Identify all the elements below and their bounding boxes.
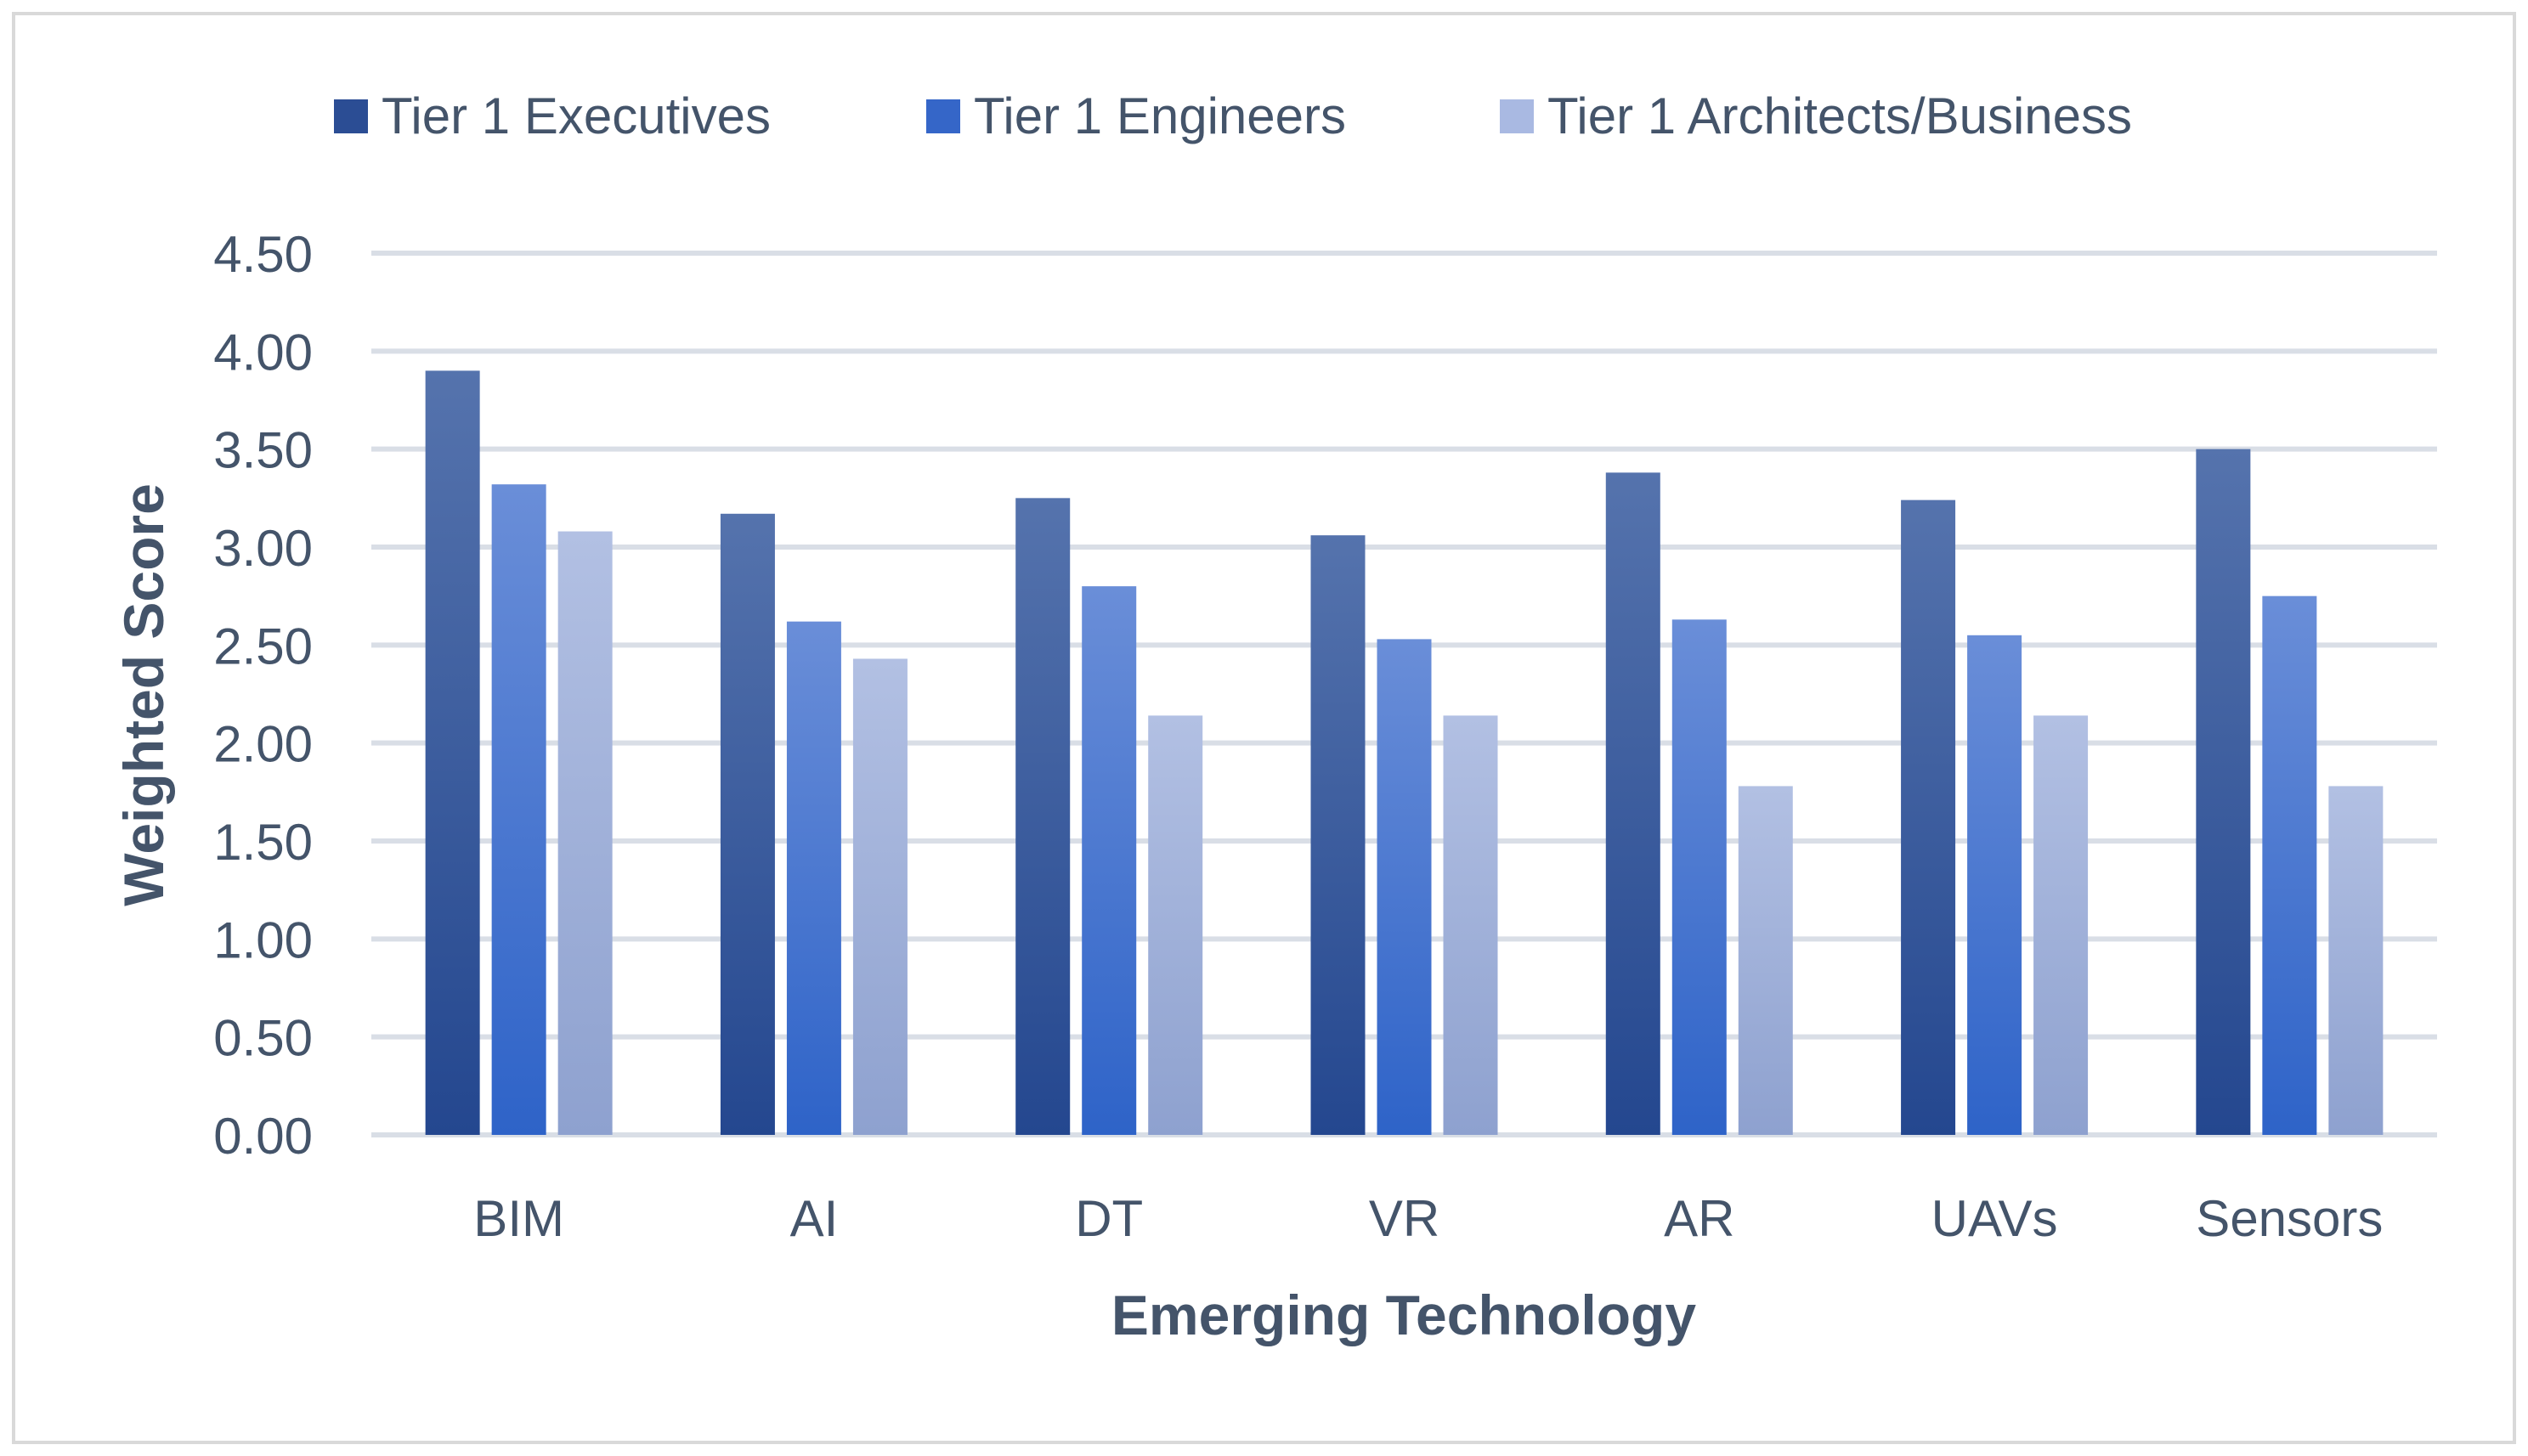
bar-bim-series-2 [491,484,546,1135]
y-tick-label: 4.50 [213,226,313,283]
legend-swatch [334,99,368,133]
y-tick-label: 1.50 [213,814,313,871]
bar-uavs-series-1 [1901,499,1956,1135]
x-tick-label: Sensors [2196,1190,2383,1247]
bar-ar-series-2 [1671,619,1727,1135]
y-tick-label: 3.00 [213,520,313,577]
y-axis-label: Weighted Score [112,483,175,906]
bar-ar-series-1 [1605,472,1660,1135]
bar-ai-series-3 [852,658,908,1135]
legend-label: Tier 1 Executives [382,87,771,144]
bar-sensors-series-1 [2196,449,2251,1135]
y-tick-label: 0.00 [213,1108,313,1165]
bar-vr-series-2 [1377,639,1432,1135]
bar-dt-series-1 [1015,498,1071,1135]
y-tick-label: 2.50 [213,618,313,674]
bar-ai-series-1 [720,513,775,1135]
y-tick-label: 1.00 [213,911,313,968]
legend: Tier 1 Executives Tier 1 Engineers Tier 1 … [334,87,2132,144]
bar-uavs-series-2 [1967,635,2022,1135]
legend-label: Tier 1 Engineers [974,87,1346,144]
bar-sensors-series-3 [2328,786,2384,1135]
y-axis-ticks: 0.00 0.50 1.00 1.50 2.00 2.50 3.00 3.50 4.00 4.50 [213,226,313,1165]
x-tick-label: AI [790,1190,839,1247]
bar-vr-series-1 [1310,535,1366,1135]
bar-bim-series-1 [425,370,480,1135]
bar-uavs-series-3 [2033,715,2089,1135]
bar-dt-series-3 [1148,715,1203,1135]
x-axis-label: Emerging Technology [1111,1284,1696,1346]
x-tick-label: UAVs [1931,1190,2058,1247]
bar-ai-series-2 [786,621,841,1135]
legend-swatch [926,99,960,133]
legend-label: Tier 1 Architects/Business [1547,87,2132,144]
y-tick-label: 2.00 [213,716,313,773]
bars [425,370,2384,1135]
y-tick-label: 3.50 [213,422,313,479]
bar-sensors-series-2 [2262,595,2317,1135]
x-tick-label: VR [1369,1190,1439,1247]
x-tick-label: DT [1075,1190,1143,1247]
bar-dt-series-2 [1082,586,1137,1135]
y-tick-label: 4.00 [213,324,313,381]
bar-bim-series-3 [557,531,613,1135]
y-tick-label: 0.50 [213,1010,313,1067]
x-tick-label: BIM [473,1190,564,1247]
x-tick-label: AR [1664,1190,1734,1247]
x-axis-ticks: BIM AI DT VR AR UAVs Sensors [473,1190,2383,1247]
chart-frame [12,12,2516,1444]
bar-ar-series-3 [1738,786,1793,1135]
bar-vr-series-3 [1443,715,1498,1135]
legend-swatch [1500,99,1534,133]
